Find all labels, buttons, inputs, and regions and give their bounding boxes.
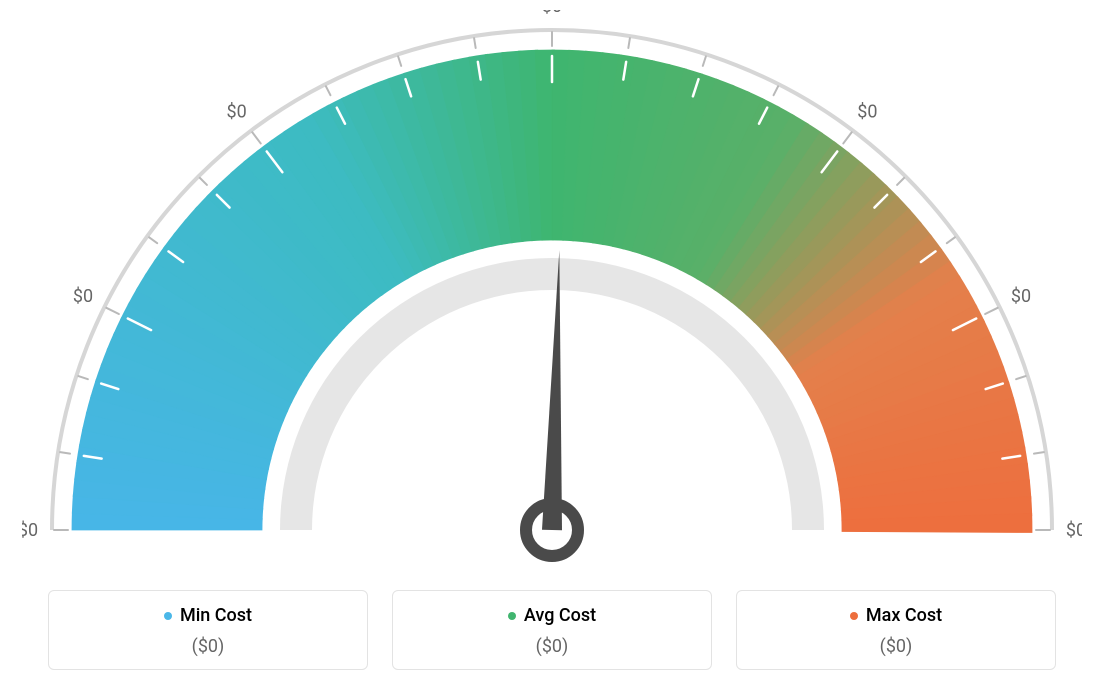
svg-text:$0: $0 [1066, 520, 1082, 541]
legend-row: Min Cost ($0) Avg Cost ($0) Max Cost ($0… [48, 590, 1056, 671]
legend-card-max: Max Cost ($0) [736, 590, 1056, 671]
svg-text:$0: $0 [542, 10, 562, 17]
svg-text:$0: $0 [857, 102, 877, 123]
svg-text:$0: $0 [227, 102, 247, 123]
gauge-svg: $0 $0 $0 $0 $0 $0 $0 [22, 10, 1082, 570]
legend-title-avg: Avg Cost [508, 605, 596, 626]
legend-label: Avg Cost [524, 605, 596, 626]
dot-icon [850, 612, 858, 620]
legend-value: ($0) [59, 636, 357, 657]
legend-title-max: Max Cost [850, 605, 942, 626]
legend-label: Max Cost [866, 605, 942, 626]
legend-title-min: Min Cost [164, 605, 252, 626]
legend-card-min: Min Cost ($0) [48, 590, 368, 671]
legend-card-avg: Avg Cost ($0) [392, 590, 712, 671]
svg-text:$0: $0 [73, 286, 93, 307]
dot-icon [508, 612, 516, 620]
dot-icon [164, 612, 172, 620]
legend-value: ($0) [403, 636, 701, 657]
legend-value: ($0) [747, 636, 1045, 657]
legend-label: Min Cost [180, 605, 252, 626]
svg-text:$0: $0 [1011, 286, 1031, 307]
chart-container: $0 $0 $0 $0 $0 $0 $0 Min Cost ($0) Avg Cost ($… [0, 0, 1104, 690]
svg-text:$0: $0 [22, 520, 38, 541]
gauge-wrap: $0 $0 $0 $0 $0 $0 $0 [22, 10, 1082, 570]
